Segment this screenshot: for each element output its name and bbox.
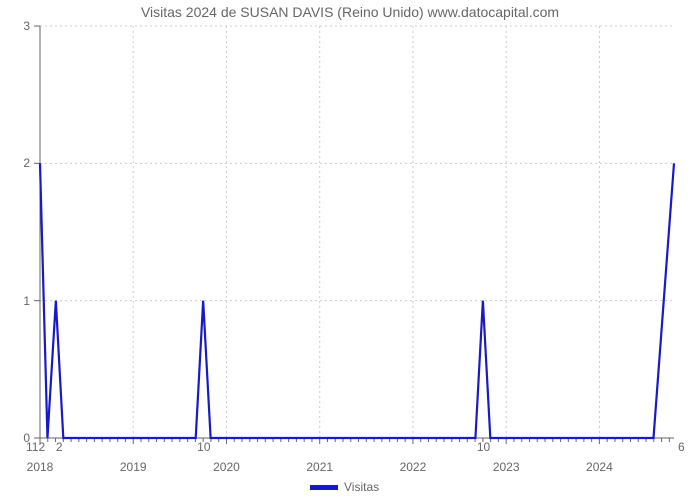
x-tick-label: 2020 xyxy=(213,460,240,474)
y-tick-label: 3 xyxy=(23,19,30,33)
x-tick-label: 2022 xyxy=(400,460,427,474)
value-label: 6 xyxy=(678,440,685,454)
x-tick-label: 2019 xyxy=(120,460,147,474)
chart-container: Visitas 2024 de SUSAN DAVIS (Reino Unido… xyxy=(0,0,700,500)
legend: Visitas xyxy=(310,480,379,494)
value-label: 10 xyxy=(197,440,210,454)
x-tick-label: 2023 xyxy=(493,460,520,474)
y-tick-label: 1 xyxy=(23,294,30,308)
y-tick-label: 2 xyxy=(23,156,30,170)
value-label: 10 xyxy=(477,440,490,454)
x-tick-label: 2018 xyxy=(27,460,54,474)
legend-label: Visitas xyxy=(344,480,379,494)
plot-area xyxy=(40,26,674,438)
x-tick-label: 2021 xyxy=(306,460,333,474)
value-label: 2 xyxy=(56,440,63,454)
x-tick-label: 2024 xyxy=(586,460,613,474)
legend-swatch xyxy=(310,485,338,490)
chart-svg xyxy=(40,26,674,438)
chart-title: Visitas 2024 de SUSAN DAVIS (Reino Unido… xyxy=(0,4,700,20)
value-label: 112 xyxy=(26,440,45,454)
